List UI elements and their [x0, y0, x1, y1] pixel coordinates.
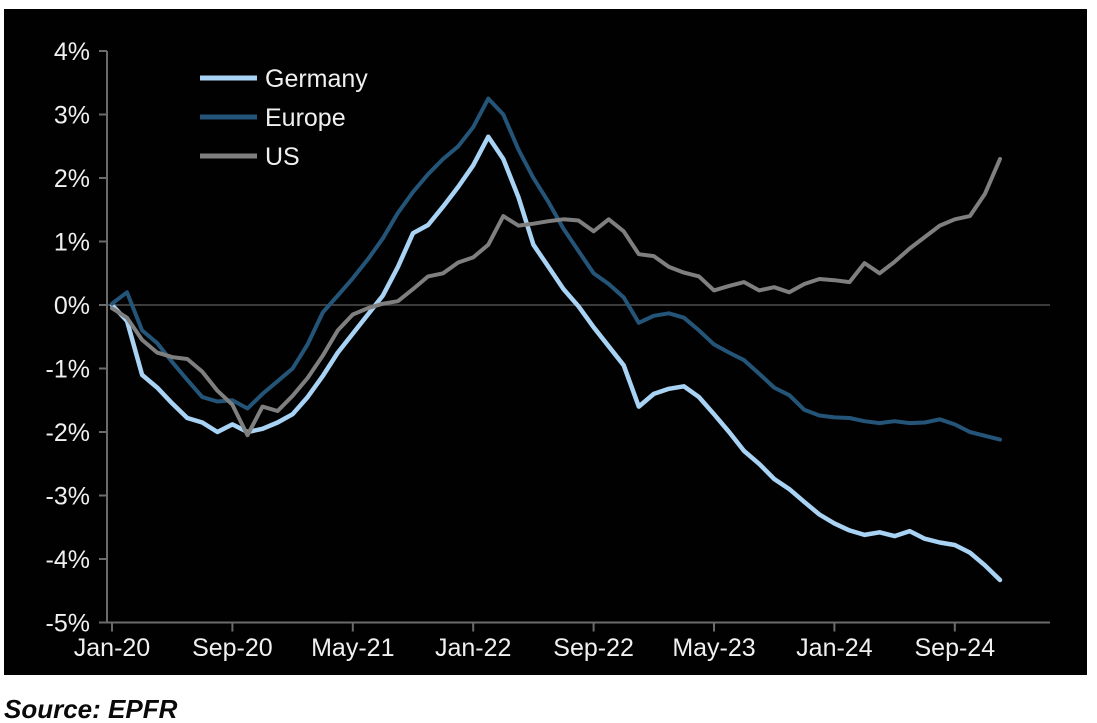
- plot-background: [4, 9, 1087, 675]
- x-tick-label: Jan-22: [435, 634, 511, 662]
- y-tick-label: -2%: [46, 419, 90, 447]
- y-tick-label: -1%: [46, 356, 90, 384]
- y-tick-label: -4%: [46, 546, 90, 574]
- x-tick-label: Jan-20: [74, 634, 150, 662]
- y-tick-label: 4%: [54, 38, 90, 66]
- us-line: [110, 157, 1002, 438]
- europe-line: [110, 96, 1002, 442]
- y-tick-label: -3%: [46, 483, 90, 511]
- legend-label-germany: Germany: [265, 65, 368, 93]
- x-tick-label: May-21: [311, 634, 394, 662]
- y-tick-label: 0%: [54, 292, 90, 320]
- legend-label-europe: Europe: [265, 104, 346, 132]
- x-tick-label: Sep-22: [553, 634, 634, 662]
- y-tick-label: 3%: [54, 102, 90, 130]
- x-tick-label: Sep-24: [914, 634, 995, 662]
- germany-line: [109, 134, 1003, 583]
- x-tick-label: Jan-24: [796, 634, 873, 662]
- y-tick-label: 2%: [54, 165, 90, 193]
- x-tick-label: Sep-20: [192, 634, 273, 662]
- legend-label-us: US: [265, 143, 300, 171]
- x-tick-label: May-23: [672, 634, 755, 662]
- y-tick-label: -5%: [46, 610, 90, 638]
- y-tick-label: 1%: [54, 229, 90, 257]
- source-note: Source: EPFR: [4, 694, 178, 723]
